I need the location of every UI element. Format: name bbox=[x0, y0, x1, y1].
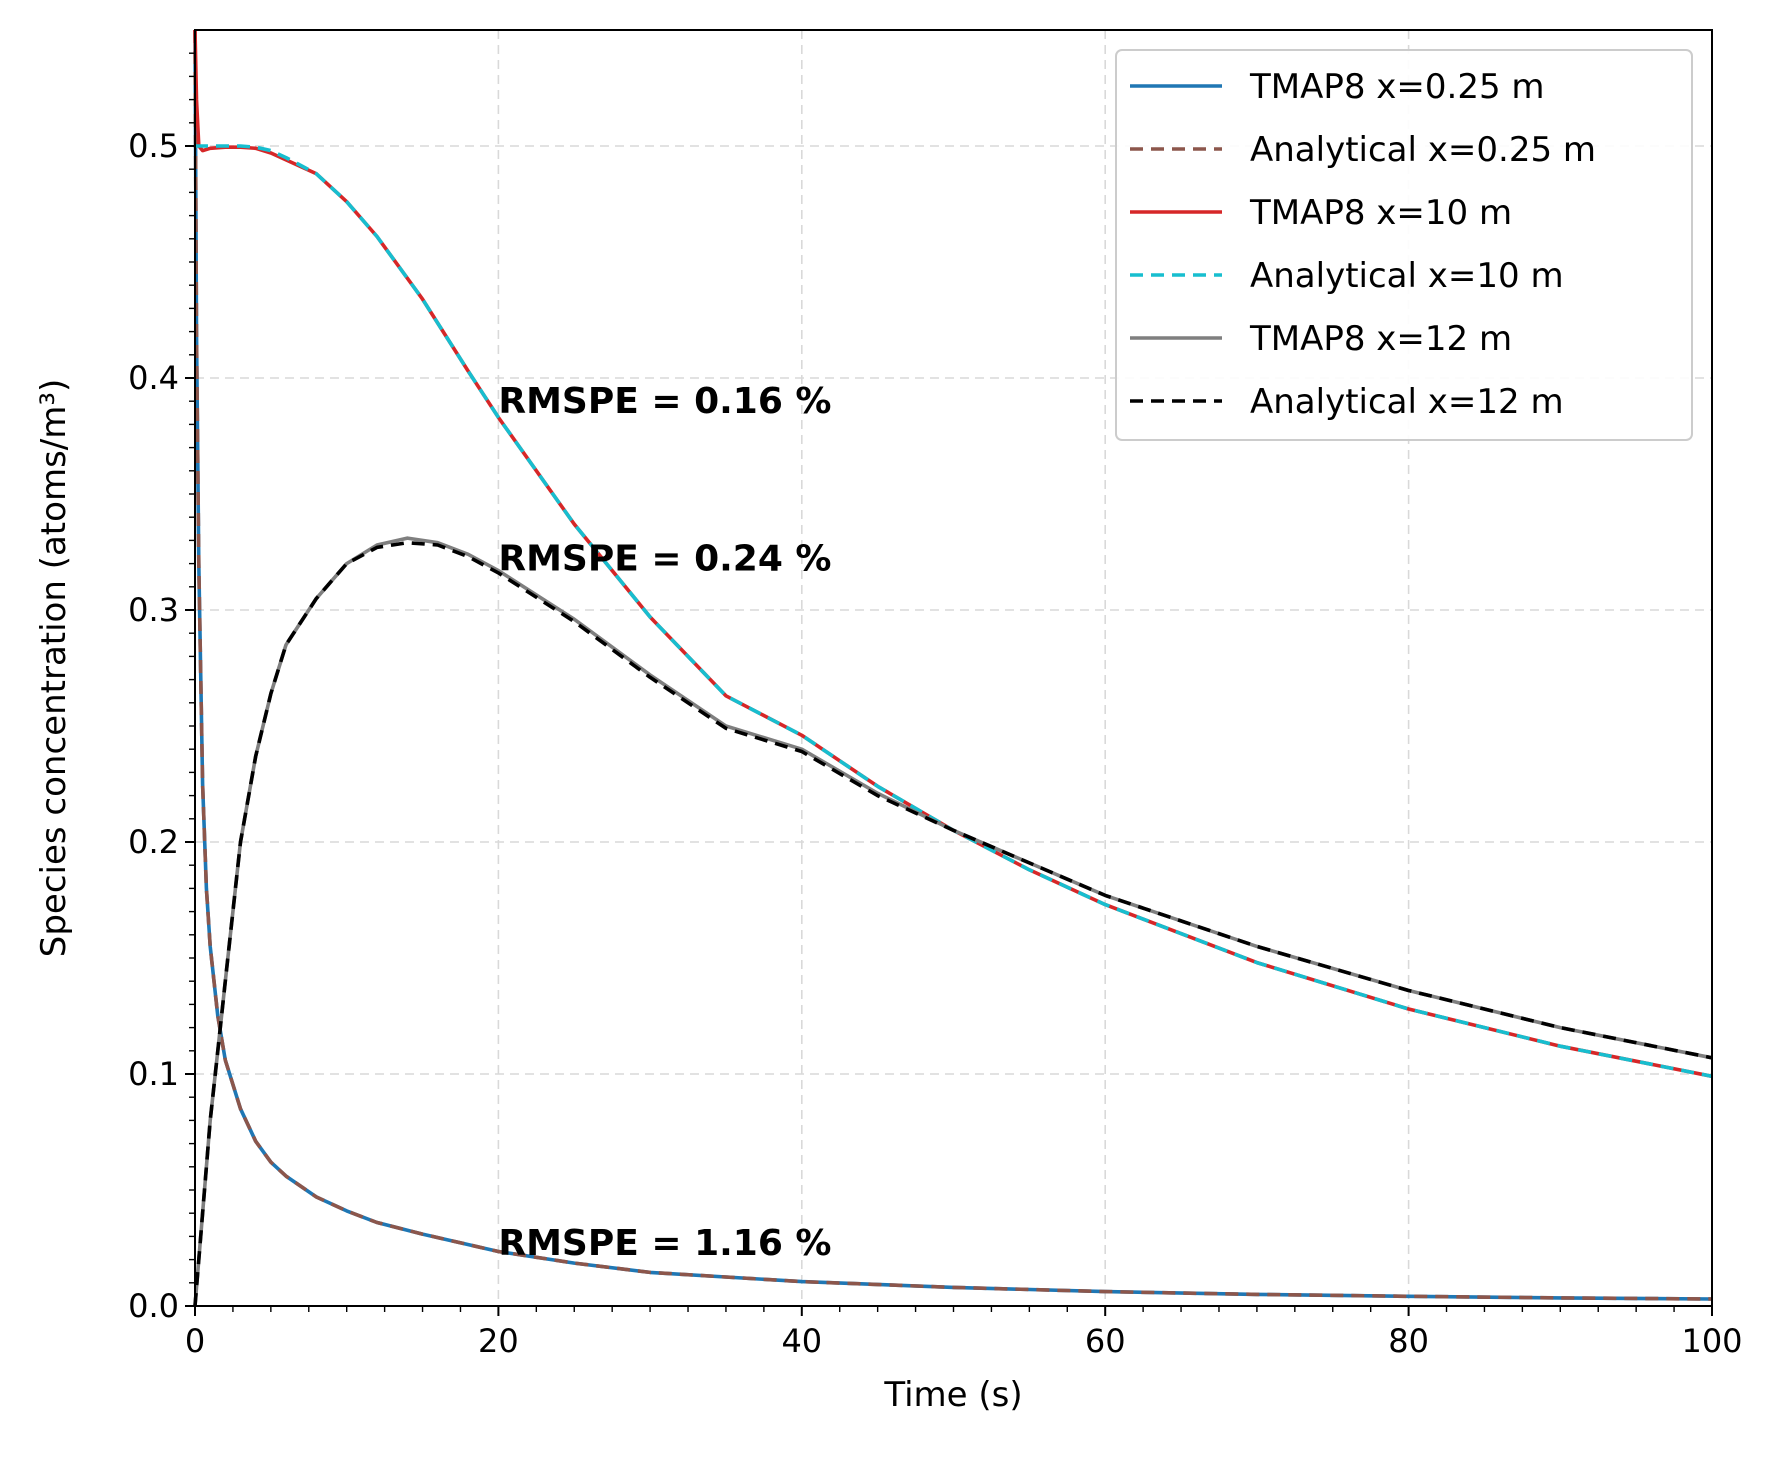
series-line-5 bbox=[193, 536, 1713, 1307]
legend-label: TMAP8 x=0.25 m bbox=[1249, 67, 1545, 107]
rmspe-annotation: RMSPE = 0.16 % bbox=[498, 381, 831, 422]
x-tick-label: 20 bbox=[478, 1322, 519, 1360]
x-axis-title: Time (s) bbox=[883, 1375, 1022, 1415]
y-tick-label: 0.3 bbox=[128, 591, 179, 629]
x-tick-label: 40 bbox=[781, 1322, 822, 1360]
y-tick-label: 0.1 bbox=[128, 1055, 179, 1093]
rmspe-annotation: RMSPE = 0.24 % bbox=[498, 539, 831, 580]
rmspe-annotation: RMSPE = 1.16 % bbox=[498, 1223, 831, 1264]
y-tick-label: 0.4 bbox=[128, 359, 179, 397]
legend-label: TMAP8 x=12 m bbox=[1249, 319, 1512, 359]
legend-label: Analytical x=12 m bbox=[1250, 382, 1564, 422]
x-tick-label: 80 bbox=[1388, 1322, 1429, 1360]
series-line-4 bbox=[195, 144, 1713, 1079]
legend-label: Analytical x=10 m bbox=[1250, 256, 1564, 296]
y-tick-label: 0.5 bbox=[128, 127, 179, 165]
x-tick-label: 60 bbox=[1085, 1322, 1126, 1360]
annotations: RMSPE = 0.16 % RMSPE = 0.24 % RMSPE = 1.16… bbox=[498, 381, 831, 1264]
y-tick-label: 0.0 bbox=[128, 1287, 179, 1325]
series-lines bbox=[193, 29, 1713, 1307]
y-tick-label: 0.2 bbox=[128, 823, 179, 861]
y-axis-title: Species concentration (atoms/m³) bbox=[34, 379, 74, 957]
x-tick-label: 100 bbox=[1681, 1322, 1742, 1360]
x-tick-label: 0 bbox=[185, 1322, 205, 1360]
legend-box bbox=[1115, 49, 1693, 441]
axis-ticks: 0 20 40 60 80 100 0.0 0.1 0.2 0.3 0.4 0.5 bbox=[128, 52, 1743, 1360]
series-line-2 bbox=[193, 29, 1713, 1301]
legend: TMAP8 x=0.25 m Analytical x=0.25 m TMAP8 x… bbox=[1115, 49, 1693, 441]
series-line-6 bbox=[193, 540, 1713, 1307]
legend-label: Analytical x=0.25 m bbox=[1250, 130, 1596, 170]
legend-label: TMAP8 x=10 m bbox=[1249, 193, 1512, 233]
